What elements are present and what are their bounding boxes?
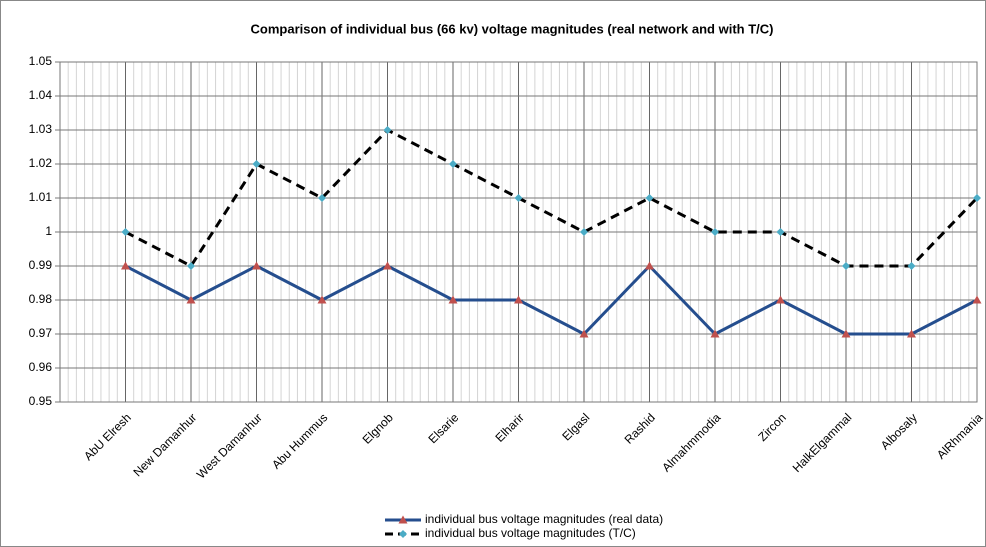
marker xyxy=(645,261,654,270)
marker xyxy=(711,228,719,236)
y-tick-label: 1.02 xyxy=(29,156,53,170)
legend-label: individual bus voltage magnitudes (real … xyxy=(425,512,663,526)
marker xyxy=(121,228,130,236)
chart-title: Comparison of individual bus (66 kv) vol… xyxy=(251,21,774,36)
marker xyxy=(448,295,458,304)
y-tick-label: 0.98 xyxy=(29,292,53,306)
marker xyxy=(973,194,981,202)
marker xyxy=(186,295,196,304)
marker xyxy=(776,295,785,304)
plot-area xyxy=(59,61,978,403)
marker xyxy=(252,160,261,168)
marker xyxy=(907,262,916,270)
marker xyxy=(399,530,407,538)
marker xyxy=(580,228,588,236)
marker xyxy=(972,295,982,304)
y-tick-label: 0.97 xyxy=(29,326,53,340)
y-tick-label: 0.95 xyxy=(29,394,53,408)
marker xyxy=(252,261,261,270)
marker xyxy=(398,515,408,524)
marker xyxy=(776,228,785,236)
y-tick-label: 1.05 xyxy=(29,54,53,68)
y-tick-label: 1.01 xyxy=(29,190,53,204)
marker xyxy=(317,295,327,304)
marker xyxy=(710,329,720,338)
marker xyxy=(514,295,523,304)
marker xyxy=(645,194,654,202)
marker xyxy=(121,261,130,270)
marker xyxy=(449,160,457,168)
marker xyxy=(318,194,326,202)
marker xyxy=(907,329,916,338)
y-tick-label: 1.04 xyxy=(29,88,53,102)
series-line xyxy=(124,263,978,336)
marker xyxy=(842,262,850,270)
marker xyxy=(579,329,589,338)
series-line xyxy=(124,128,979,268)
y-tick-label: 1 xyxy=(45,224,52,238)
y-tick-label: 0.96 xyxy=(29,360,53,374)
legend-label: individual bus voltage magnitudes (T/C) xyxy=(425,526,636,540)
y-tick-label: 0.99 xyxy=(29,258,53,272)
marker xyxy=(514,194,523,202)
marker xyxy=(187,262,195,270)
marker xyxy=(383,126,392,134)
y-tick-label: 1.03 xyxy=(29,122,53,136)
marker xyxy=(841,329,851,338)
marker xyxy=(383,261,392,270)
